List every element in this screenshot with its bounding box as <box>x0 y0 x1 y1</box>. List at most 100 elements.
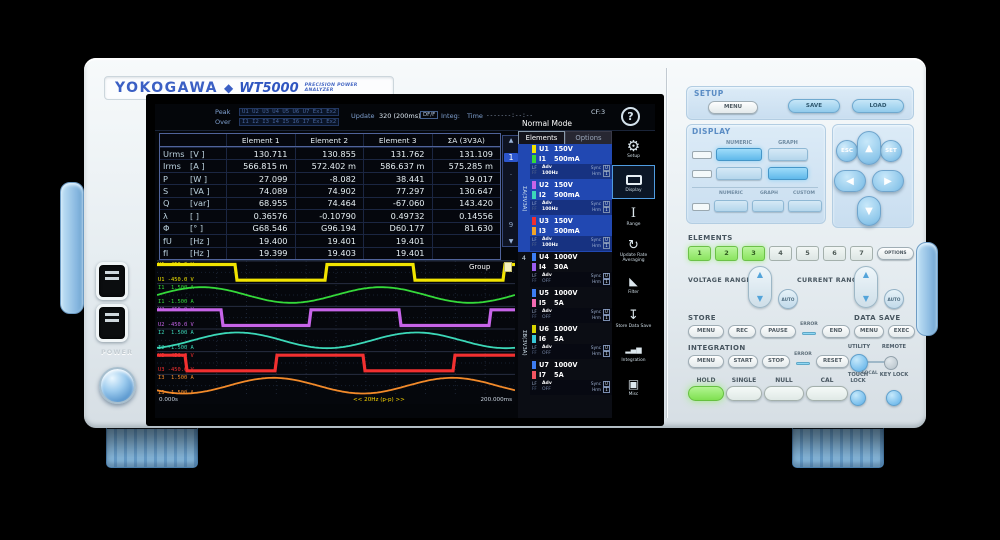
touch-lock-button[interactable] <box>850 390 866 406</box>
current-range-value: 5A <box>554 371 564 379</box>
page-down-icon[interactable]: ▼ <box>508 237 514 245</box>
tab-options[interactable]: Options <box>565 131 612 144</box>
store-menu-button[interactable]: MENU <box>688 325 724 338</box>
trace-label-bottom: U2 -450.0 V <box>158 322 194 328</box>
waveform-group-tab[interactable] <box>504 262 512 272</box>
page-up-icon[interactable]: ▲ <box>508 137 514 144</box>
page-dot[interactable]: · <box>509 170 513 179</box>
store-end-button[interactable]: END <box>822 325 850 338</box>
menu-update-button[interactable]: ↻ Update Rate Averaging <box>612 233 655 267</box>
adv-label: Adv <box>542 381 552 386</box>
display-indicator-2[interactable] <box>692 170 712 178</box>
menu-display-button[interactable]: Display <box>612 165 655 199</box>
element-4-button[interactable]: 4 <box>769 246 792 261</box>
adv-setting: Adv 100Hz <box>542 165 574 179</box>
key-lock-button[interactable] <box>886 390 902 406</box>
page-scrollbar[interactable]: ▲ 1 · · · 9 ▼ <box>502 135 520 247</box>
sync-source-tag: U <box>603 165 610 171</box>
element-item[interactable]: U1 150V I1 500mA LF FF Adv 100Hz Sync U Hrm 1 <box>530 144 612 180</box>
element-5-button[interactable]: 5 <box>796 246 819 261</box>
hold-button[interactable] <box>688 386 724 401</box>
element-7-button[interactable]: 7 <box>850 246 873 261</box>
data-save-menu-button[interactable]: MENU <box>854 325 884 338</box>
element-2-button[interactable]: 2 <box>715 246 738 261</box>
integration-start-button[interactable]: START <box>728 355 758 368</box>
current-channel: I6 <box>539 335 547 343</box>
left-arrow-button[interactable]: ◀ <box>834 170 866 192</box>
element-item[interactable]: U2 150V I2 500mA LF FF Adv 100Hz Sync U Hrm 1 <box>530 180 612 216</box>
measurement-value: 19.403 <box>294 247 364 259</box>
element-settings-row: LF FF Adv OFF Sync U Hrm 1 <box>530 272 612 287</box>
current-auto-button[interactable]: AUTO <box>884 289 904 309</box>
integration-menu-button[interactable]: MENU <box>688 355 724 368</box>
element-item[interactable]: U5 1000V I5 5A LF FF Adv OFF Sync U Hrm 1 <box>530 288 612 324</box>
display-indicator-1[interactable] <box>692 151 712 159</box>
custom-display-button[interactable] <box>788 200 822 212</box>
voltage-range-value: 1000V <box>554 253 578 261</box>
adv-setting: Adv 100Hz <box>542 201 574 215</box>
options-button[interactable]: OPTIONS <box>877 247 914 260</box>
lcd-screen[interactable]: Peak Over U1 U2 U3 U4 U5 U6 U7 Ex1 Ex2 I… <box>155 104 655 418</box>
integration-reset-button[interactable]: RESET <box>816 355 849 368</box>
element-3-button[interactable]: 3 <box>742 246 765 261</box>
voltage-range-rocker[interactable]: ▲ ▼ <box>748 266 772 308</box>
voltage-range-value: 150V <box>554 217 573 225</box>
panel-seam-highlight <box>667 68 668 418</box>
display-indicator-3[interactable] <box>692 203 710 211</box>
tab-elements[interactable]: Elements <box>518 131 565 144</box>
down-arrow-button[interactable]: ▼ <box>857 196 881 226</box>
measurement-value: 0.36576 <box>226 210 295 222</box>
power-button[interactable] <box>99 367 136 404</box>
setup-menu-button[interactable]: MENU <box>708 101 758 114</box>
right-arrow-button[interactable]: ▶ <box>872 170 904 192</box>
graph-display-button-1[interactable] <box>768 148 808 161</box>
page-dot[interactable]: · <box>509 187 513 196</box>
null-button[interactable] <box>764 386 804 401</box>
current-channel: I4 <box>539 263 547 271</box>
integration-stop-button[interactable]: STOP <box>762 355 790 368</box>
numeric-display-button-1[interactable] <box>716 148 762 161</box>
load-button[interactable]: LOAD <box>852 99 904 113</box>
numeric-display-button-3[interactable] <box>714 200 748 212</box>
remote-button[interactable] <box>884 356 898 370</box>
menu-store-button[interactable]: ↧ Store Data Save <box>612 301 655 335</box>
update-label: Update <box>351 112 375 120</box>
up-arrow-button[interactable]: ▲ <box>857 131 881 165</box>
graph-display-button-3[interactable] <box>752 200 784 212</box>
set-button[interactable]: SET <box>880 140 902 162</box>
menu-range-button[interactable]: I Range <box>612 199 655 233</box>
graph-display-button-2[interactable] <box>768 167 808 180</box>
page-last[interactable]: 9 <box>508 221 514 230</box>
element-item[interactable]: U7 1000V I7 5A LF FF Adv OFF Sync U Hrm 1 <box>530 360 612 396</box>
element-1-button[interactable]: 1 <box>688 246 711 261</box>
current-range-rocker[interactable]: ▲ ▼ <box>854 266 878 308</box>
numeric-display-button-2[interactable] <box>716 167 762 180</box>
menu-misc-button[interactable]: ▣ Misc <box>612 369 655 403</box>
element-item[interactable]: U6 1000V I6 5A LF FF Adv OFF Sync U Hrm 1 <box>530 324 612 360</box>
adv-value: OFF <box>542 350 551 356</box>
voltage-auto-button[interactable]: AUTO <box>778 289 798 309</box>
store-rec-button[interactable]: REC <box>728 325 756 338</box>
element-group[interactable]: 4 U4 1000V I4 30A LF FF Adv OFF Sync U Hrm 1 <box>518 252 612 288</box>
save-button[interactable]: SAVE <box>788 99 840 113</box>
menu-item-label: Display <box>625 187 642 193</box>
element-group[interactable]: ΣA(3V3A) U1 150V I1 500mA LF FF Adv 100Hz Sync U Hr… <box>518 144 612 252</box>
element-item[interactable]: U3 150V I3 500mA LF FF Adv 100Hz Sync U Hrm 1 <box>530 216 612 252</box>
element-item[interactable]: U4 1000V I4 30A LF FF Adv OFF Sync U Hrm 1 <box>530 252 612 288</box>
single-button[interactable] <box>726 386 762 401</box>
esc-button[interactable]: ESC <box>836 140 858 162</box>
menu-gear-button[interactable]: ⚙ Setup <box>612 131 655 165</box>
page-current[interactable]: 1 <box>504 152 518 162</box>
menu-filter-button[interactable]: ◣ Filter <box>612 267 655 301</box>
help-icon[interactable]: ? <box>621 107 640 126</box>
element-group[interactable]: ΣB(3V3A) U5 1000V I5 5A LF FF Adv OFF Sync U Hrm 1 U6… <box>518 288 612 396</box>
cal-button[interactable] <box>806 386 848 401</box>
menu-integration-button[interactable]: ▂▄▆ Integration <box>612 335 655 369</box>
element-6-button[interactable]: 6 <box>823 246 846 261</box>
peak-over-voltage-indicators: U1 U2 U3 U4 U5 U6 U7 Ex1 Ex2 <box>239 108 340 116</box>
utility-button[interactable] <box>850 354 868 372</box>
current-range-value: 500mA <box>554 155 580 163</box>
store-pause-button[interactable]: PAUSE <box>760 325 796 338</box>
data-save-exec-button[interactable]: EXEC <box>888 325 915 338</box>
page-dot[interactable]: · <box>509 204 513 213</box>
